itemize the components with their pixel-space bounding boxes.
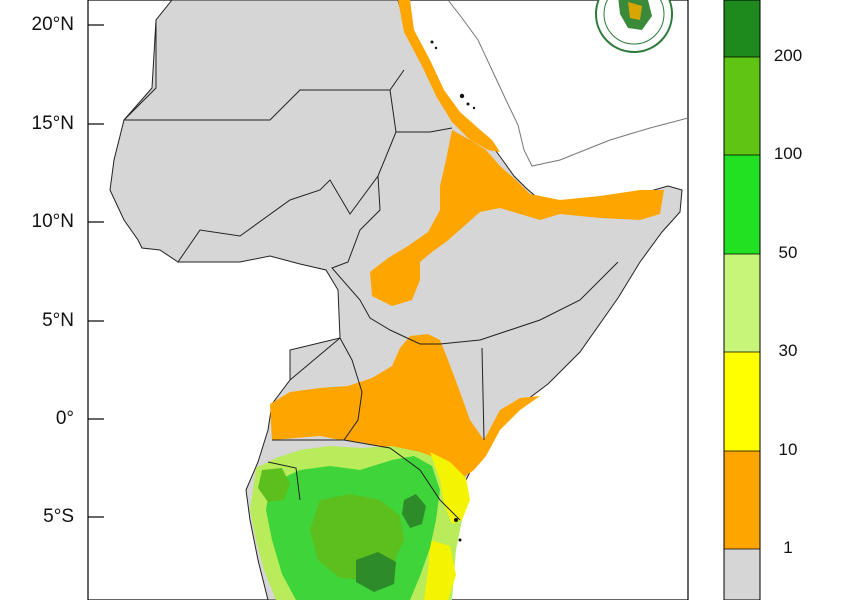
latitude-label-column: 20°N 15°N 10°N 5°N 0° 5°S [31, 14, 74, 527]
boundary-rwanda-burundi [267, 461, 301, 501]
latitude-label-equator: 0° [55, 408, 74, 429]
boundary-ethiopia-somalia [479, 261, 619, 341]
colorbar-label-50: 50 [778, 243, 798, 262]
colorbar [723, 0, 761, 600]
boundary-sudan-south-sudan [177, 131, 397, 263]
colorbar-segment [724, 549, 760, 600]
latitude-ticks [88, 24, 104, 518]
colorbar-segment [724, 155, 760, 254]
colorbar-label-column: 200 100 50 30 10 1 [773, 46, 803, 557]
boundary-sudan-north [124, 69, 405, 121]
colorbar-segment [724, 352, 760, 451]
latitude-label-5n: 5°N [42, 310, 74, 331]
rain-band-dark-green-east [402, 494, 426, 528]
boundary-libya-egypt-sudan [123, 20, 157, 121]
colorbar-segment [724, 254, 760, 352]
map-panel [87, 0, 689, 600]
colorbar-label-10: 10 [778, 440, 798, 459]
rain-band-yellow-south [424, 540, 456, 600]
rain-band-equatorial [270, 334, 540, 480]
arabia-outline [447, 0, 689, 167]
boundary-kenya-somalia [481, 347, 485, 441]
rain-band-coastal [398, 0, 500, 152]
latitude-label-15n: 15°N [31, 113, 74, 134]
logo-emblem-icon [595, 0, 673, 53]
latitude-label-5s: 5°S [43, 506, 74, 527]
boundary-sudan-eritrea [389, 89, 453, 133]
boundary-kenya-tanzania [272, 439, 461, 521]
country-boundaries [123, 20, 619, 521]
latitude-label-10n: 10°N [31, 211, 74, 232]
boundary-uganda-west [339, 337, 363, 441]
red-sea-islands [430, 40, 476, 542]
rain-band-dark-green [356, 552, 396, 592]
rain-band-mid-green-west [258, 468, 290, 502]
boundary-south-sudan-drc [289, 337, 341, 381]
rain-band-highlands [370, 130, 664, 306]
latitude-label-20n: 20°N [31, 14, 74, 35]
rain-band-yellow [430, 452, 470, 524]
colorbar-label-100: 100 [773, 144, 803, 163]
colorbar-segment [724, 57, 760, 155]
colorbar-label-200: 200 [773, 46, 803, 65]
boundary-ethiopia-south-sudan [331, 175, 481, 345]
colorbar-segment [724, 451, 760, 549]
colorbar-label-30: 30 [778, 341, 798, 360]
colorbar-frame [723, 0, 761, 600]
colorbar-segment [724, 0, 760, 57]
colorbar-label-1: 1 [783, 538, 793, 557]
